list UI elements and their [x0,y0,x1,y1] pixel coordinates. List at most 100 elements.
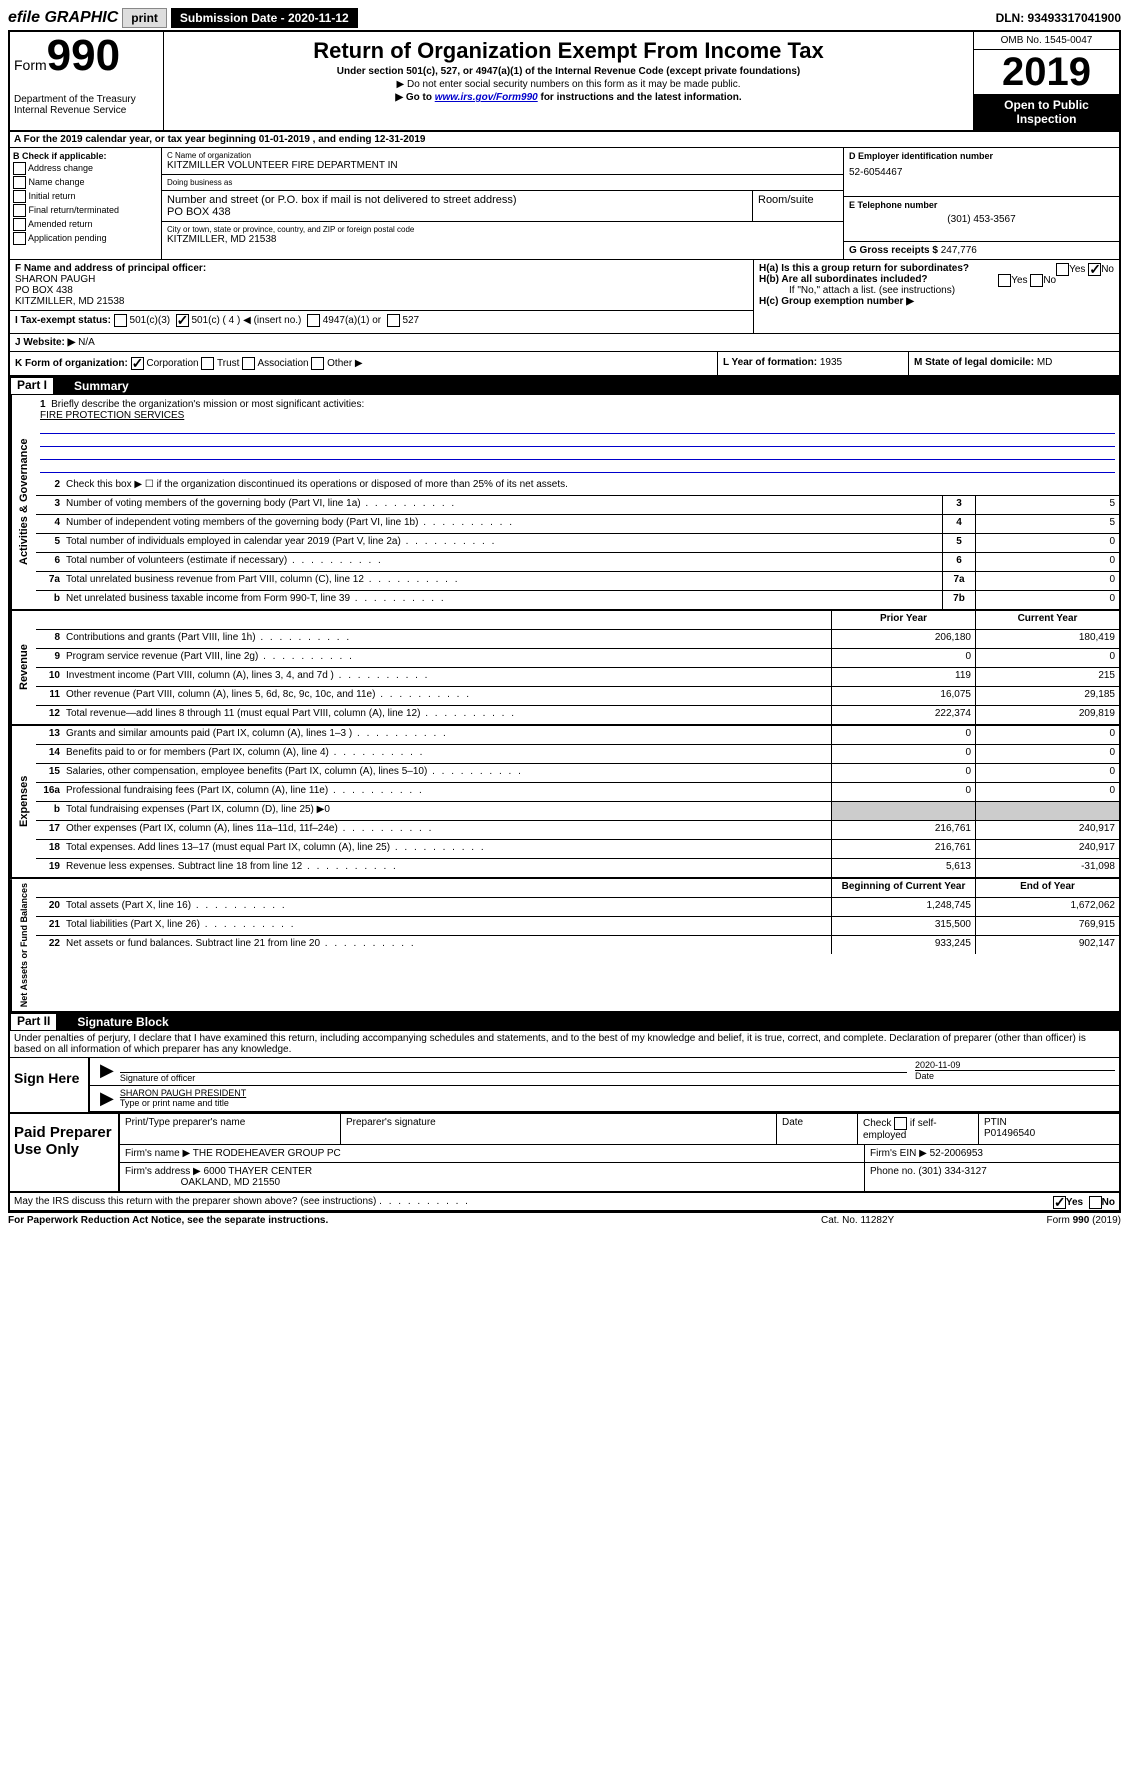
row-k: K Form of organization: Corporation Trus… [10,352,1119,377]
top-bar: efile GRAPHIC print Submission Date - 20… [8,8,1121,28]
chk-other[interactable] [311,357,324,370]
paid-preparer-label: Paid Preparer Use Only [10,1114,118,1191]
table-row: 21 Total liabilities (Part X, line 26) 3… [36,917,1119,936]
hb-note: If "No," attach a list. (see instruction… [759,285,1114,296]
section-b-c-d: B Check if applicable: Address change Na… [10,148,1119,260]
netassets-section: Net Assets or Fund Balances Beginning of… [10,879,1119,1013]
col-c-org: C Name of organization KITZMILLER VOLUNT… [162,148,843,259]
chk-final[interactable]: Final return/terminated [13,204,158,217]
q1-value: FIRE PROTECTION SERVICES [40,410,184,421]
org-name: KITZMILLER VOLUNTEER FIRE DEPARTMENT IN [167,160,838,171]
table-row: 7a Total unrelated business revenue from… [36,572,1119,591]
chk-501c3[interactable] [114,314,127,327]
part1-num: Part I [10,377,54,395]
chk-selfemp[interactable] [894,1117,907,1130]
table-row: 16a Professional fundraising fees (Part … [36,783,1119,802]
form-number: 990 [47,31,120,80]
website-value: N/A [78,337,95,348]
end-year-head: End of Year [975,879,1119,897]
chk-initial[interactable]: Initial return [13,190,158,203]
chk-527[interactable] [387,314,400,327]
officer-name: SHARON PAUGH [15,274,748,285]
chk-pending[interactable]: Application pending [13,232,158,245]
ptin-value: P01496540 [984,1128,1035,1139]
phone-label: E Telephone number [849,200,1114,210]
prior-year-head: Prior Year [831,611,975,629]
sig-date-label: Date [915,1070,1115,1081]
header-mid: Return of Organization Exempt From Incom… [164,32,973,130]
chk-trust[interactable] [201,357,214,370]
section-f-h: F Name and address of principal officer:… [10,260,1119,334]
table-row: b Net unrelated business taxable income … [36,591,1119,609]
efile-label: efile GRAPHIC [8,9,118,27]
begin-year-head: Beginning of Current Year [831,879,975,897]
row-a-period: A For the 2019 calendar year, or tax yea… [10,132,1119,148]
table-row: 8 Contributions and grants (Part VIII, l… [36,630,1119,649]
officer-addr2: KITZMILLER, MD 21538 [15,296,748,307]
prep-sig-head: Preparer's signature [341,1114,777,1144]
prep-date-head: Date [777,1114,858,1144]
table-row: 18 Total expenses. Add lines 13–17 (must… [36,840,1119,859]
print-button[interactable]: print [122,8,167,28]
hb-no[interactable] [1030,274,1043,287]
sign-here-label: Sign Here [10,1058,90,1112]
table-row: 22 Net assets or fund balances. Subtract… [36,936,1119,954]
col-h-group: H(a) Is this a group return for subordin… [754,260,1119,333]
note2-post: for instructions and the latest informat… [538,92,742,103]
officer-addr1: PO BOX 438 [15,285,748,296]
expenses-section: Expenses 13 Grants and similar amounts p… [10,726,1119,879]
table-row: 20 Total assets (Part X, line 16) 1,248,… [36,898,1119,917]
discuss-no[interactable] [1089,1196,1102,1209]
perjury-text: Under penalties of perjury, I declare th… [10,1031,1119,1057]
header-right: OMB No. 1545-0047 2019 Open to Public In… [973,32,1119,130]
city-label: City or town, state or province, country… [167,225,838,234]
note-link: ▶ Go to www.irs.gov/Form990 for instruct… [170,92,967,103]
room-label: Room/suite [758,194,838,206]
prep-name-head: Print/Type preparer's name [120,1114,341,1144]
irs-link[interactable]: www.irs.gov/Form990 [435,92,538,103]
chk-amended[interactable]: Amended return [13,218,158,231]
firm-addr1: 6000 THAYER CENTER [204,1166,313,1177]
part1-title: Summary [74,379,129,393]
chk-name[interactable]: Name change [13,176,158,189]
chk-address[interactable]: Address change [13,162,158,175]
city-value: KITZMILLER, MD 21538 [167,234,838,245]
chk-assoc[interactable] [242,357,255,370]
chk-corp[interactable] [131,357,144,370]
arrow-icon: ▶ [94,1088,120,1109]
part2-num: Part II [10,1013,57,1031]
governance-section: Activities & Governance 1 Briefly descri… [10,395,1119,611]
part1-header: Part I Summary [10,377,1119,395]
dba-label: Doing business as [167,178,838,187]
hb-yes[interactable] [998,274,1011,287]
q2: Check this box ▶ ☐ if the organization d… [62,477,1119,495]
paid-preparer-section: Paid Preparer Use Only Print/Type prepar… [10,1112,1119,1193]
table-row: 14 Benefits paid to or for members (Part… [36,745,1119,764]
submission-date-button[interactable]: Submission Date - 2020-11-12 [171,8,358,28]
discuss-row: May the IRS discuss this return with the… [10,1193,1119,1211]
ein-label: D Employer identification number [849,151,1114,161]
discuss-yes[interactable] [1053,1196,1066,1209]
arrow-icon: ▶ [94,1060,120,1083]
tax-status-label: I Tax-exempt status: [15,315,111,326]
ha-no[interactable] [1088,263,1101,276]
signature-section: Under penalties of perjury, I declare th… [10,1031,1119,1211]
state-domicile: MD [1037,357,1053,368]
ha-yes[interactable] [1056,263,1069,276]
org-name-label: C Name of organization [167,151,838,160]
sig-date: 2020-11-09 [915,1060,1115,1070]
form-990-container: Form990 Department of the Treasury Inter… [8,30,1121,1213]
col-b-checkboxes: B Check if applicable: Address change Na… [10,148,162,259]
chk-4947[interactable] [307,314,320,327]
officer-label: F Name and address of principal officer: [15,263,748,274]
table-row: 12 Total revenue—add lines 8 through 11 … [36,706,1119,724]
note-ssn: ▶ Do not enter social security numbers o… [170,79,967,90]
col-f-officer: F Name and address of principal officer:… [10,260,754,333]
firm-name: THE RODEHEAVER GROUP PC [193,1148,341,1159]
table-row: 6 Total number of volunteers (estimate i… [36,553,1119,572]
chk-501c[interactable] [176,314,189,327]
prep-self-emp: Check if self-employed [858,1114,979,1144]
part2-header: Part II Signature Block [10,1013,1119,1031]
page-footer: For Paperwork Reduction Act Notice, see … [8,1213,1121,1228]
table-row: 17 Other expenses (Part IX, column (A), … [36,821,1119,840]
